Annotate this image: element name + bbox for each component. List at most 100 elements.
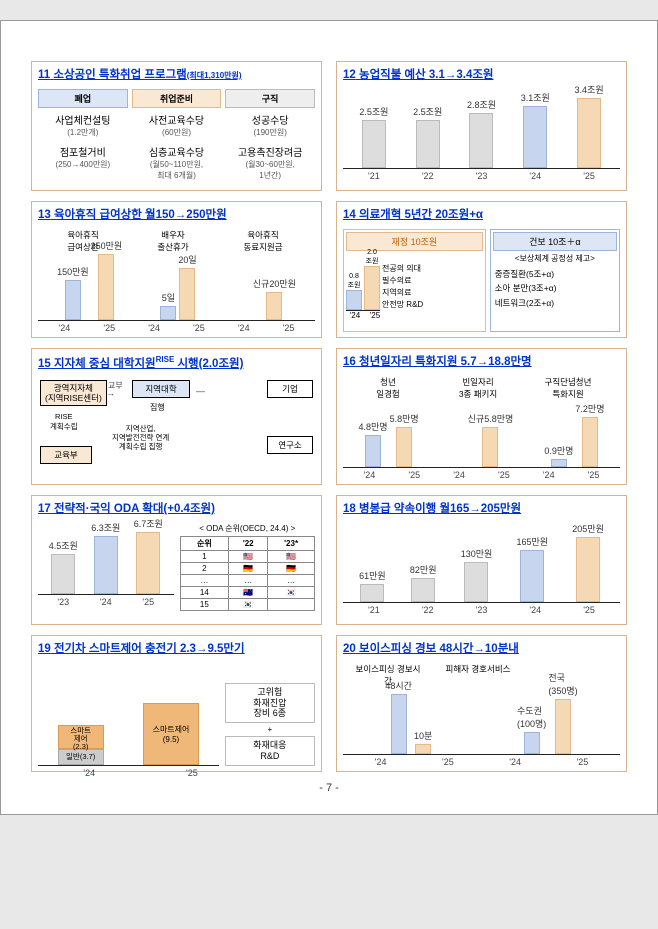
sub: (250→400만원) <box>38 159 128 170</box>
x: '24 <box>346 311 364 320</box>
node-d: 기업 <box>267 380 313 398</box>
item: 필수의료 <box>382 275 423 287</box>
sub: (60만원) <box>132 127 222 138</box>
page-number: - 7 - <box>31 782 627 794</box>
p14-right: 건보 10조＋α <보상체계 공정성 제고> 중증질환(5조+α) 소아 분만(… <box>490 229 620 332</box>
right-sub: <보상체계 공정성 제고> <box>493 253 617 264</box>
line: 심층교육수당 <box>132 144 222 159</box>
title-text: 지자체 중심 대학지원 <box>54 358 156 370</box>
p11-row: 폐업 사업체컨설팅 (1.2만개) 점포철거비 (250→400만원) 취업준비… <box>38 89 315 181</box>
arrow-icon: — <box>196 386 205 396</box>
x: '25 <box>141 768 244 778</box>
title-text: 전기차 스마트제어 충전기 2.3→9.5만기 <box>54 643 245 655</box>
col-head: 취업준비 <box>132 89 222 108</box>
side-b: 화재대응 R&D <box>225 736 315 766</box>
stack-top: 스마트 제어 (2.3) <box>58 725 104 749</box>
p12-content: 2.5조원2.5조원2.8조원3.1조원3.4조원 '21'22'23'24'2… <box>343 89 620 185</box>
line: 성공수당 <box>225 112 315 127</box>
arrow-icon: → <box>106 388 115 398</box>
title-text: 보이스피싱 경보 48시간→10분내 <box>359 643 519 655</box>
x-axis: '24'25'24'25 <box>343 757 620 767</box>
panel-19-title: 19 전기차 스마트제어 충전기 2.3→9.5만기 <box>38 642 315 657</box>
panel-14: 14 의료개혁 5년간 20조원+α 재정 10조원 0.8 조원2.0 조원 … <box>336 201 627 338</box>
panel-num: 15 <box>38 358 51 370</box>
panel-14-title: 14 의료개혁 5년간 20조원+α <box>343 208 620 223</box>
panel-17-title: 17 전략적·국익 ODA 확대(+0.4조원) <box>38 502 315 517</box>
stack-bot: 일반(3.7) <box>58 749 104 765</box>
node-c2: 집행 <box>146 400 169 415</box>
panel-num: 18 <box>343 503 356 515</box>
panel-12-title: 12 농업직불 예산 3.1→3.4조원 <box>343 68 620 83</box>
panel-19: 19 전기차 스마트제어 충전기 2.3→9.5만기 스마트 제어 (2.3) … <box>31 635 322 772</box>
bar-chart: 2.5조원2.5조원2.8조원3.1조원3.4조원 <box>343 89 620 169</box>
panel-13-title: 13 육아휴직 급여상한 월150→250만원 <box>38 208 315 223</box>
p14-left: 재정 10조원 0.8 조원2.0 조원 전공의 의대 필수의료 지역의료 안전… <box>343 229 486 332</box>
grouped-chart: 48시간10분수도권 (100명)전국 (350명) <box>343 677 620 755</box>
title-text: 청년일자리 특화지원 5.7→18.8만명 <box>359 356 532 368</box>
p19-side: 고위험 화재진압 장비 6종 + 화재대응 R&D <box>225 683 315 766</box>
p20-content: 48시간10분수도권 (100명)전국 (350명) '24'25'24'25 … <box>343 663 620 766</box>
panel-15-title: 15 지자체 중심 대학지원RISE 시행(2.0조원) <box>38 355 315 372</box>
bar-chart: 61만원82만원130만원165만원205만원 <box>343 523 620 603</box>
line: 사업체컨설팅 <box>38 112 128 127</box>
node-e: 연구소 <box>267 436 313 454</box>
bar-chart: 4.5조원6.3조원6.7조원 <box>38 523 174 595</box>
sub: (190만원) <box>225 127 315 138</box>
line: 사전교육수당 <box>132 112 222 127</box>
panel-18-title: 18 병봉급 약속이행 월165→205만원 <box>343 502 620 517</box>
p17-content: 4.5조원6.3조원6.7조원 '23'24'25 < ODA 순위(OECD,… <box>38 523 315 619</box>
p18-content: 61만원82만원130만원165만원205만원 '21'22'23'24'25 <box>343 523 620 619</box>
mini-chart: 0.8 조원2.0 조원 <box>346 253 380 311</box>
plus-icon: + <box>225 725 315 734</box>
panel-18: 18 병봉급 약속이행 월165→205만원 61만원82만원130만원165만… <box>336 495 627 625</box>
panel-16: 16 청년일자리 특화지원 5.7→18.8만명 4.8만명5.8만명신규5.8… <box>336 348 627 485</box>
col-body: 성공수당 (190만원) 고용촉진장려금 (월30~60만원, 1년간) <box>225 108 315 181</box>
sub: (월30~60만원, 1년간) <box>225 159 315 181</box>
col-body: 사전교육수당 (60만원) 심층교육수당 (월50~110만원, 최대 6개월) <box>132 108 222 181</box>
grouped-chart: 150만원250만원5일20일신규20만원 <box>38 243 315 321</box>
x-axis: '23'24'25 <box>38 597 174 607</box>
p17-oda: < ODA 순위(OECD, 24.4) > 순위'22'23*1🇺🇸🇺🇸2🇩🇪… <box>180 523 316 619</box>
p19-bar24: 스마트 제어 (2.3) 일반(3.7) <box>58 725 104 765</box>
col-head: 구직 <box>225 89 315 108</box>
p16-content: 4.8만명5.8만명신규5.8만명0.9만명7.2만명 '24'25'24'25… <box>343 376 620 479</box>
panel-num: 12 <box>343 69 356 81</box>
p11-col-1: 취업준비 사전교육수당 (60만원) 심층교육수당 (월50~110만원, 최대… <box>132 89 222 181</box>
panel-13: 13 육아휴직 급여상한 월150→250만원 150만원250만원5일20일신… <box>31 201 322 338</box>
p19-bars: 스마트 제어 (2.3) 일반(3.7) 스마트제어 (9.5) <box>38 688 219 766</box>
item: 중증질환(5조+α) <box>495 267 617 281</box>
node-c3: 지역산업, 지역발전전략 연계 계획수립 집행 <box>108 422 173 453</box>
x: '24 <box>38 768 141 778</box>
title-text: 소상공인 특화취업 프로그램 <box>53 69 186 81</box>
p11-col-2: 구직 성공수당 (190만원) 고용촉진장려금 (월30~60만원, 1년간) <box>225 89 315 181</box>
x-axis: '24'25'24'25'24'25 <box>38 323 315 333</box>
p13-content: 150만원250만원5일20일신규20만원 '24'25'24'25'24'25… <box>38 229 315 332</box>
col-body: 사업체컨설팅 (1.2만개) 점포철거비 (250→400만원) <box>38 108 128 170</box>
p19-content: 스마트 제어 (2.3) 일반(3.7) 스마트제어 (9.5) 고위험 화재진… <box>38 663 315 766</box>
panel-20: 20 보이스피싱 경보 48시간→10분내 48시간10분수도권 (100명)전… <box>336 635 627 772</box>
panel-num: 11 <box>38 69 50 81</box>
node-a2: RISE 계획수립 <box>46 410 82 434</box>
p11-content: 폐업 사업체컨설팅 (1.2만개) 점포철거비 (250→400만원) 취업준비… <box>38 89 315 185</box>
title-text: 병봉급 약속이행 월165→205만원 <box>359 503 521 515</box>
p19-bar25: 스마트제어 (9.5) <box>143 703 199 765</box>
sub: (1.2만개) <box>38 127 128 138</box>
oda-table: 순위'22'23*1🇺🇸🇺🇸2🇩🇪🇩🇪………14🇦🇺🇰🇷15🇰🇷 <box>180 536 316 611</box>
p15-flow: 광역지자체 (지역RISE센터) RISE 계획수립 교육부 교부 → 지역대학… <box>38 378 315 473</box>
title-sup: RISE <box>156 355 175 364</box>
panel-20-title: 20 보이스피싱 경보 48시간→10분내 <box>343 642 620 657</box>
line: 점포철거비 <box>38 144 128 159</box>
title-text2: 시행(2.0조원) <box>174 358 243 370</box>
panel-11-title: 11 소상공인 특화취업 프로그램(최대1,310만원) <box>38 68 315 83</box>
item: 소아 분만(3조+α) <box>495 281 617 295</box>
col-head: 폐업 <box>38 89 128 108</box>
x-axis: '21'22'23'24'25 <box>343 171 620 181</box>
panel-num: 16 <box>343 356 356 368</box>
title-text: 농업직불 예산 3.1→3.4조원 <box>359 69 494 81</box>
panel-12: 12 농업직불 예산 3.1→3.4조원 2.5조원2.5조원2.8조원3.1조… <box>336 61 627 191</box>
p11-col-0: 폐업 사업체컨설팅 (1.2만개) 점포철거비 (250→400만원) <box>38 89 128 181</box>
item: 네트워크(2조+α) <box>495 296 617 310</box>
node-c: 지역대학 <box>132 380 190 398</box>
x-axis: '21'22'23'24'25 <box>343 605 620 615</box>
line: 고용촉진장려금 <box>225 144 315 159</box>
